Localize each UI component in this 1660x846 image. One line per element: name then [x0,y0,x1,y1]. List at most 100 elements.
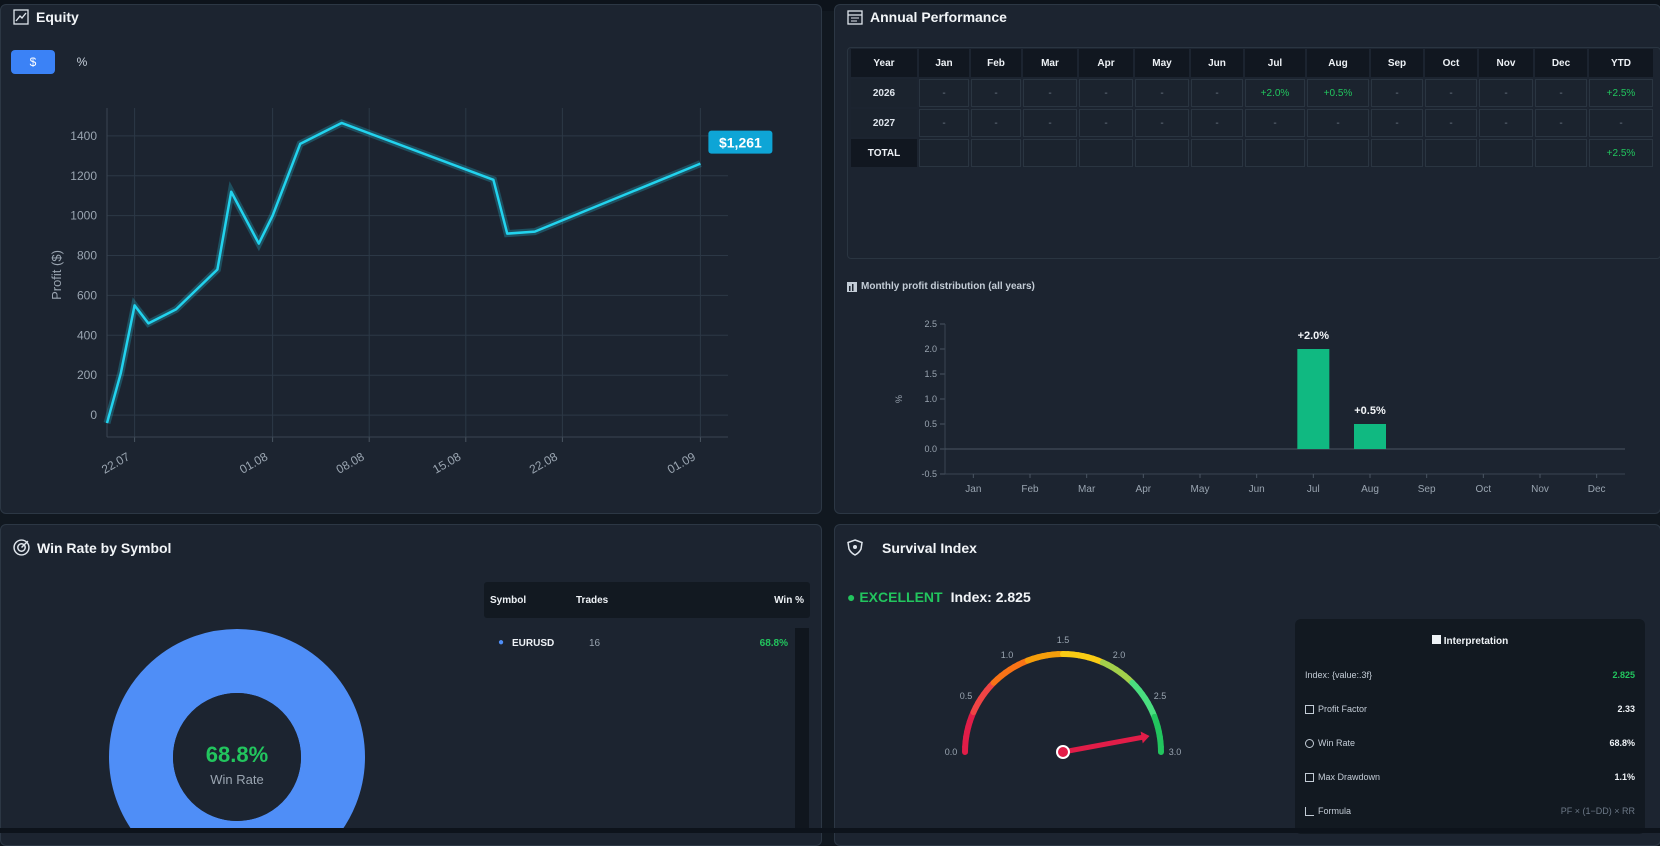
annual-year-cell: 2026 [851,79,917,107]
donut-center-value: 68.8% [206,742,268,767]
annual-cell: - [1307,109,1369,137]
winrate-title-text: Win Rate by Symbol [37,540,171,556]
bottom-bar [0,828,1660,833]
x-tick-label: Jan [965,484,981,495]
target-icon [13,539,30,556]
annual-header-dec: Dec [1535,49,1587,77]
target-icon [1305,739,1314,748]
annual-header-oct: Oct [1425,49,1477,77]
gauge-needle [1063,737,1142,752]
x-tick-label: Aug [1361,484,1379,495]
annual-cell: - [1079,109,1133,137]
annual-cell [1535,139,1587,167]
annual-year-cell: 2027 [851,109,917,137]
y-tick-label: 2.0 [924,344,937,354]
calendar-icon [847,9,863,25]
annual-year-cell: TOTAL [851,139,917,167]
annual-cell [1135,139,1189,167]
annual-header-nov: Nov [1479,49,1533,77]
bar-chart-icon [1305,705,1314,714]
trades-cell: 16 [589,638,600,649]
annual-cell [1479,139,1533,167]
y-tick-label: 200 [77,368,97,382]
interp-row-profit-factor: Profit Factor 2.33 [1305,700,1635,720]
index-value: Index: 2.825 [951,589,1031,605]
gauge-needle-head [1141,732,1150,744]
formula-icon [1305,807,1314,816]
annual-cell: - [1535,109,1587,137]
annual-cell [1245,139,1305,167]
y-tick-label: 1.5 [924,369,937,379]
winrate-scrollbar[interactable] [795,628,809,828]
annual-cell: - [1135,79,1189,107]
symbol-cell: EURUSD [512,638,554,649]
annual-cell: - [1371,79,1423,107]
y-tick-label: 800 [77,249,97,263]
annual-cell: - [1479,79,1533,107]
bar-data-label: +0.5% [1354,405,1386,417]
annual-cell: - [919,79,969,107]
y-axis-label: % [894,395,904,403]
interpretation-card: Interpretation Index: {value:.3f} 2.825 … [1295,619,1645,834]
winrate-table-header: Symbol Trades Win % [484,582,810,618]
last-value-badge: $1,261 [708,131,772,154]
equity-line [107,123,700,423]
interp-row-formula: Formula PF × (1−DD) × RR [1305,802,1635,822]
y-tick-label: 1200 [70,169,97,183]
bar-chart-icon [1432,635,1441,644]
gauge-tick-label: 2.0 [1113,650,1126,660]
interp-label-max-drawdown: Max Drawdown [1318,772,1380,782]
annual-cell: +2.5% [1589,139,1653,167]
equity-line-glow [107,123,700,423]
annual-cell [1371,139,1423,167]
annual-cell: - [1371,109,1423,137]
annual-header-year: Year [851,49,917,77]
annual-cell: - [971,79,1021,107]
gauge-tick-label: 0.0 [945,747,958,757]
interp-value-profit-factor: 2.33 [1617,704,1635,714]
interp-value-max-drawdown: 1.1% [1614,772,1635,782]
annual-cell: - [1589,109,1653,137]
annual-cell: - [1023,79,1077,107]
interp-label-win-rate: Win Rate [1318,738,1355,748]
annual-cell: - [1535,79,1587,107]
annual-cell [1023,139,1077,167]
annual-cell: - [919,109,969,137]
annual-header-may: May [1135,49,1189,77]
gauge-tick-label: 0.5 [960,691,973,701]
annual-header-jan: Jan [919,49,969,77]
x-tick-label: Nov [1531,484,1549,495]
annual-title-text: Annual Performance [870,9,1007,25]
gauge-tick-label: 1.5 [1057,635,1070,645]
interp-row-index: Index: {value:.3f} 2.825 [1305,666,1635,686]
gauge-tick-label: 3.0 [1169,747,1182,757]
interp-title: Interpretation [1295,635,1645,647]
survival-status: ● EXCELLENT Index: 2.825 [847,589,1031,605]
col-win: Win % [774,595,804,606]
winrate-table-row[interactable]: ● EURUSD 16 68.8% [484,628,794,658]
annual-header-jun: Jun [1191,49,1243,77]
annual-row-2027: 2027------------- [851,109,1653,137]
y-tick-label: 0.5 [924,419,937,429]
symbol-dot-icon: ● [498,637,504,648]
shield-icon [847,539,863,556]
bar-data-label: +2.0% [1298,330,1330,342]
winrate-title: Win Rate by Symbol [13,539,171,556]
drawdown-icon [1305,773,1314,782]
x-tick-label: 22.08 [527,449,560,476]
y-tick-label: 0 [90,408,97,422]
survival-title: Survival Index [847,539,977,556]
annual-cell [919,139,969,167]
interp-row-max-drawdown: Max Drawdown 1.1% [1305,768,1635,788]
annual-row-total: TOTAL +2.5% [851,139,1653,167]
annual-header-feb: Feb [971,49,1021,77]
annual-header-aug: Aug [1307,49,1369,77]
annual-cell [1425,139,1477,167]
annual-cell: - [971,109,1021,137]
winrate-donut: 68.8% Win Rate [90,612,390,832]
